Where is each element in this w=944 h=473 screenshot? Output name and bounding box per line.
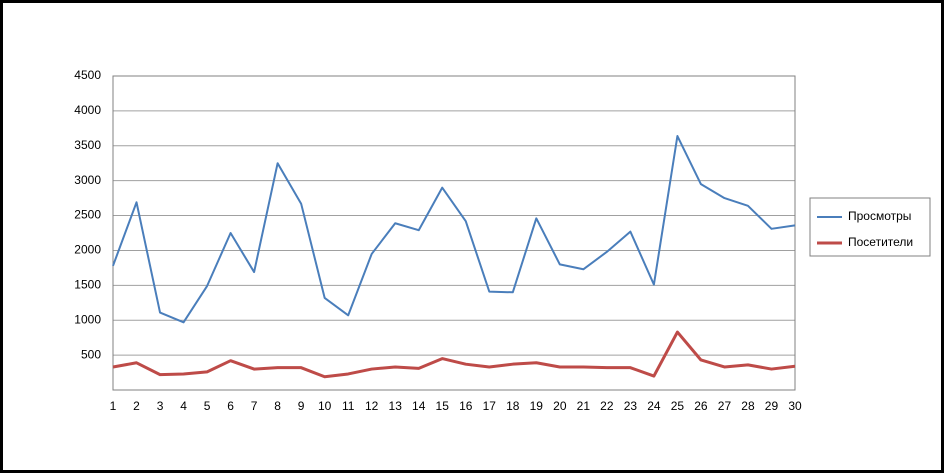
- x-tick-label: 19: [530, 399, 544, 413]
- x-tick-label: 15: [436, 399, 450, 413]
- x-tick-label: 18: [506, 399, 520, 413]
- x-tick-label: 2: [133, 399, 140, 413]
- x-tick-label: 23: [624, 399, 638, 413]
- y-tick-label: 2000: [74, 243, 101, 257]
- x-tick-label: 8: [274, 399, 281, 413]
- x-tick-label: 24: [647, 399, 661, 413]
- x-tick-label: 28: [741, 399, 755, 413]
- x-tick-label: 12: [365, 399, 379, 413]
- data-line: [112, 135, 796, 324]
- x-tick-label: 3: [157, 399, 164, 413]
- y-tick-label: 4500: [74, 68, 101, 82]
- legend-label: Просмотры: [848, 209, 911, 223]
- x-tick-label: 6: [227, 399, 234, 413]
- x-tick-label: 21: [577, 399, 591, 413]
- x-tick-label: 26: [694, 399, 708, 413]
- x-tick-label: 20: [553, 399, 567, 413]
- x-tick-label: 30: [788, 399, 802, 413]
- x-tick-label: 5: [204, 399, 211, 413]
- x-tick-label: 17: [483, 399, 497, 413]
- y-tick-label: 3000: [74, 173, 101, 187]
- y-tick-label: 2500: [74, 208, 101, 222]
- x-tick-label: 16: [459, 399, 473, 413]
- x-tick-label: 10: [318, 399, 332, 413]
- x-tick-label: 9: [298, 399, 305, 413]
- x-tick-label: 29: [765, 399, 779, 413]
- x-tick-label: 14: [412, 399, 426, 413]
- x-tick-label: 25: [671, 399, 685, 413]
- y-tick-label: 500: [81, 347, 101, 361]
- x-tick-label: 4: [180, 399, 187, 413]
- x-tick-label: 22: [600, 399, 614, 413]
- data-line: [112, 330, 796, 379]
- y-tick-label: 3500: [74, 138, 101, 152]
- y-tick-label: 1000: [74, 312, 101, 326]
- x-tick-label: 7: [251, 399, 258, 413]
- x-tick-label: 13: [389, 399, 403, 413]
- x-tick-label: 27: [718, 399, 732, 413]
- legend-box: [809, 197, 931, 257]
- y-tick-label: 4000: [74, 103, 101, 117]
- legend-label: Посетители: [848, 235, 913, 249]
- x-tick-label: 1: [110, 399, 117, 413]
- y-tick-label: 1500: [74, 278, 101, 292]
- x-tick-label: 11: [342, 399, 355, 413]
- plot-border: [112, 75, 796, 391]
